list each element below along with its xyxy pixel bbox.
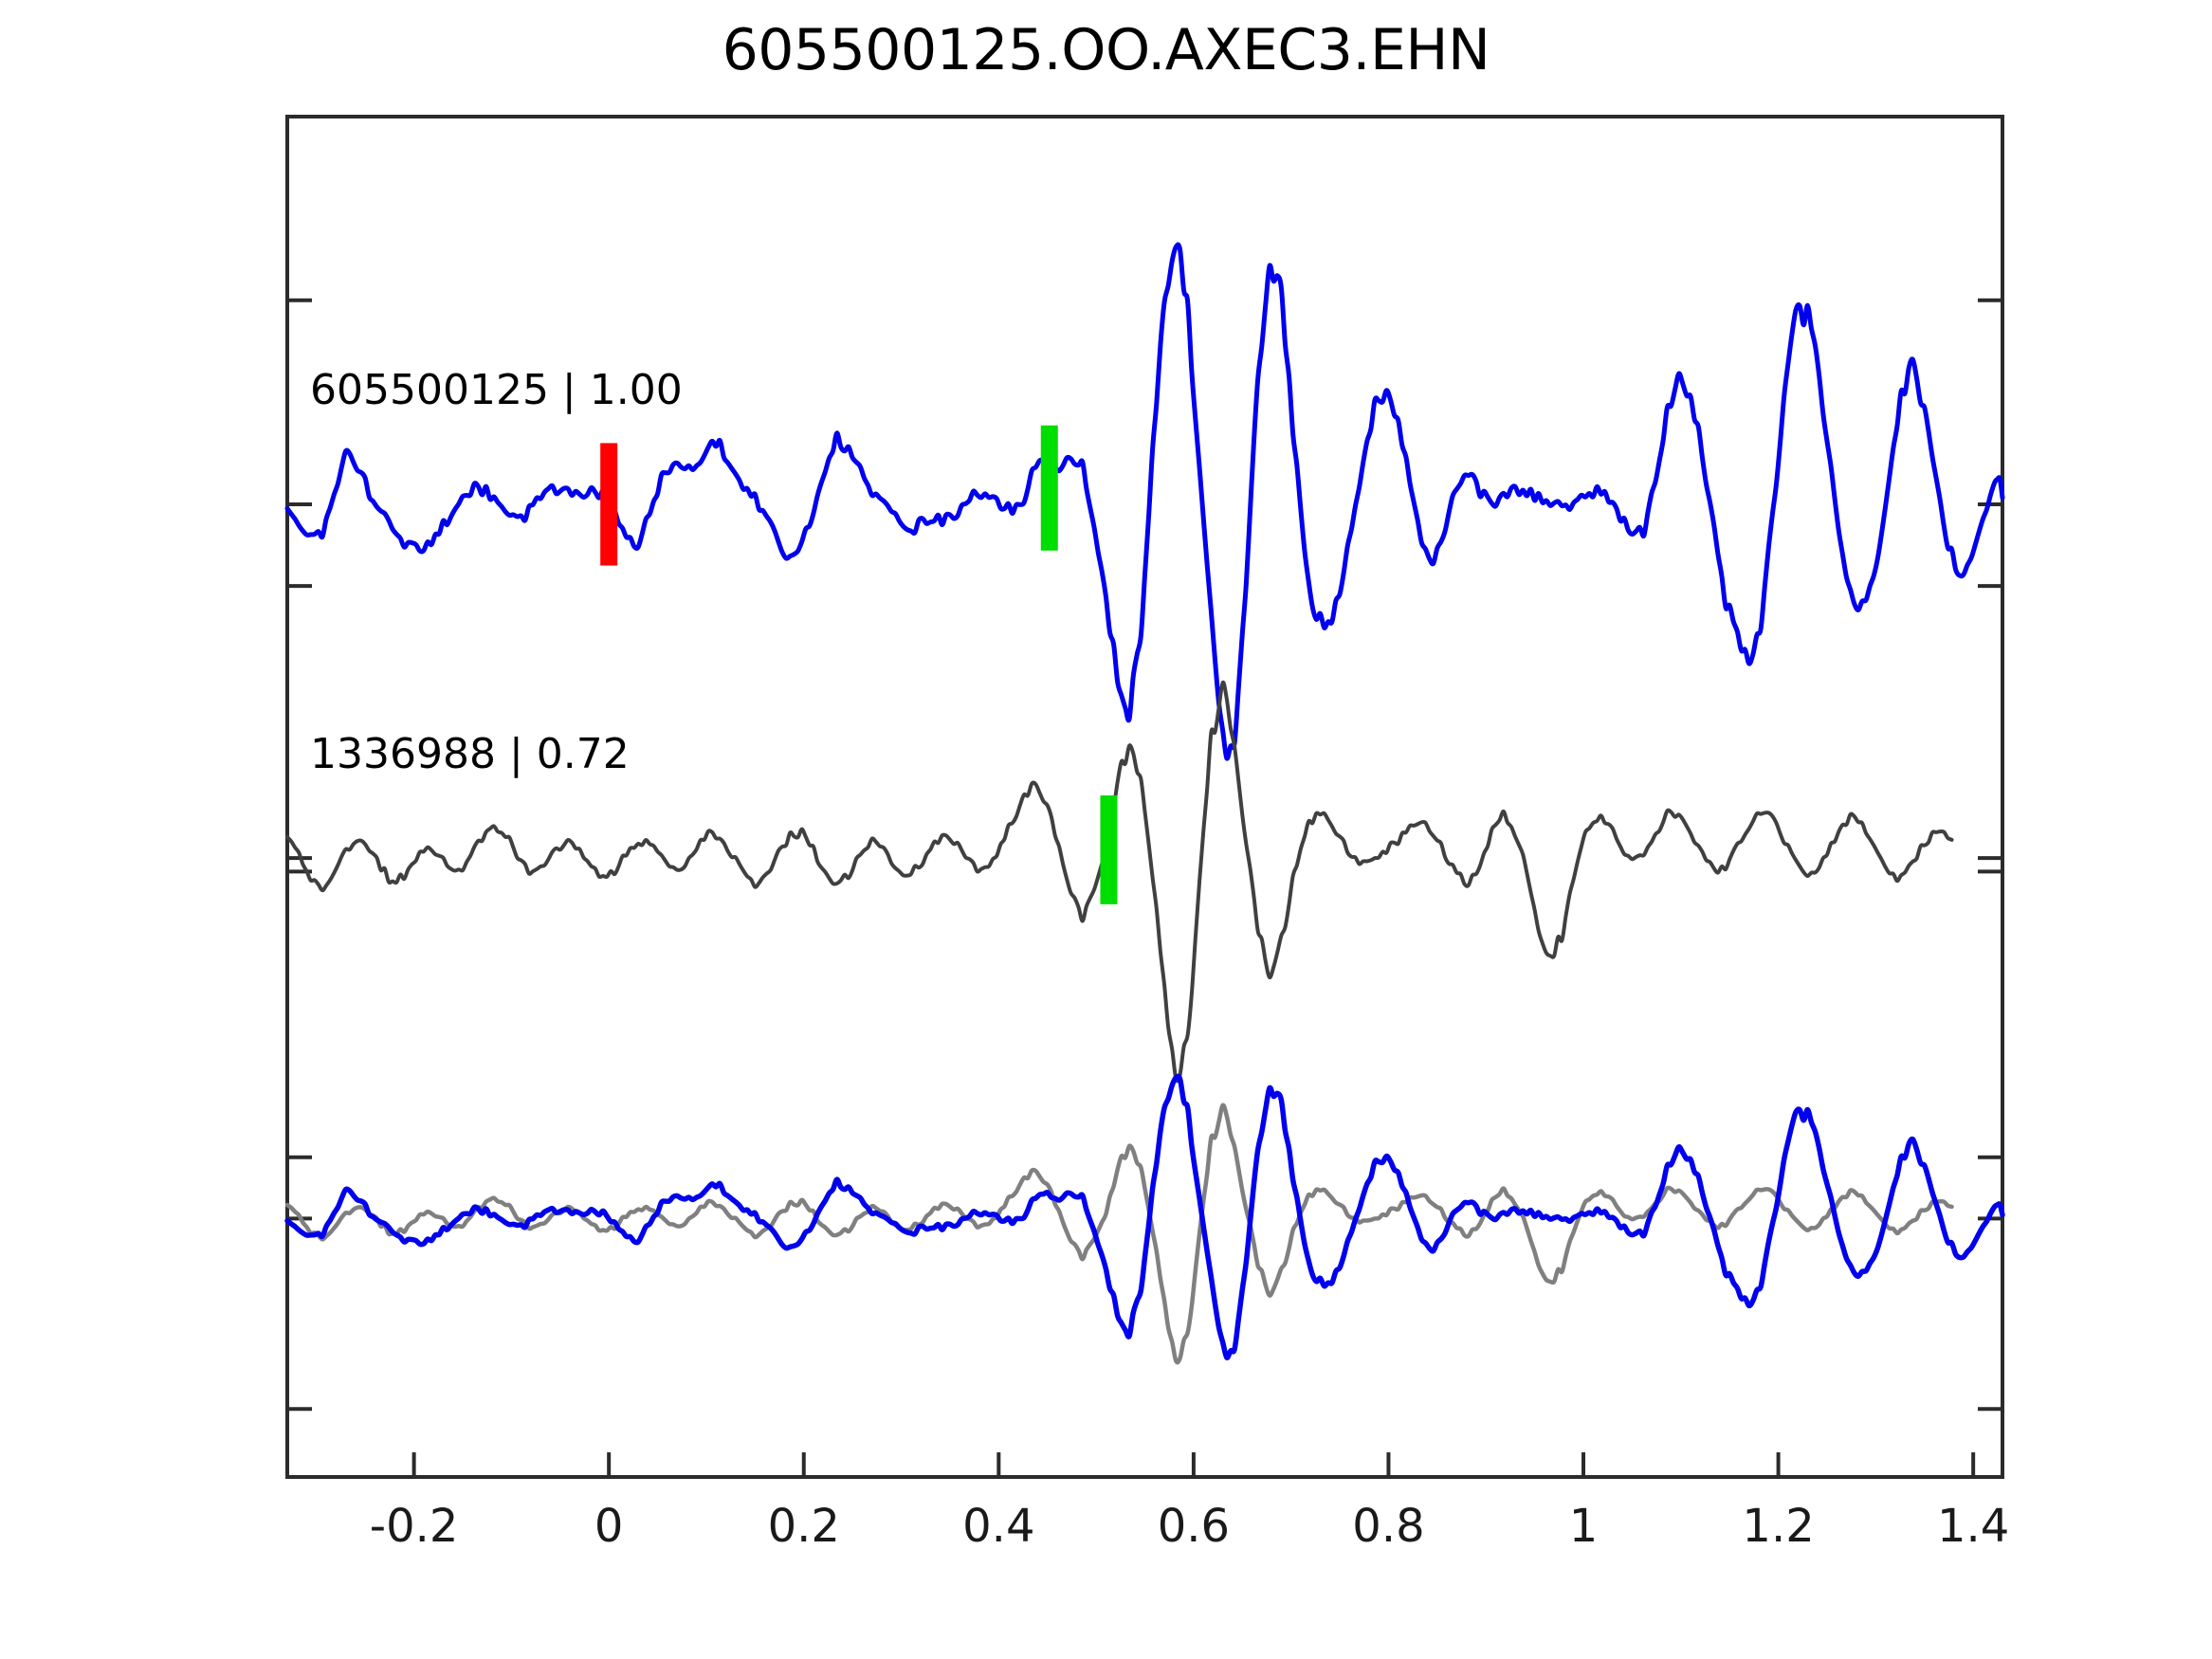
x-tick-label: 0.2 xyxy=(767,1500,840,1553)
green-pick-marker-template xyxy=(1100,795,1118,904)
x-tick-label: 0.8 xyxy=(1352,1500,1425,1553)
x-tick-label: -0.2 xyxy=(369,1500,459,1553)
x-tick-label: 1 xyxy=(1568,1500,1599,1553)
trace-label-template: 1336988 | 0.72 xyxy=(310,730,630,778)
green-pick-marker-event xyxy=(1040,425,1058,551)
x-tick-label: 0.6 xyxy=(1157,1500,1231,1553)
x-tick-label: 1.2 xyxy=(1742,1500,1815,1553)
x-tick-label: 1.4 xyxy=(1936,1500,2010,1553)
x-tick-label: 0 xyxy=(594,1500,624,1553)
phase-pick-markers xyxy=(600,425,1118,904)
waveform-path xyxy=(284,1073,2005,1360)
trace-label-event: 605500125 | 1.00 xyxy=(310,366,683,414)
x-tick-label: 0.4 xyxy=(962,1500,1035,1553)
page-title: 605500125.OO.AXEC3.EHN xyxy=(722,17,1490,83)
plot-frame xyxy=(285,115,2004,1479)
red-pick-marker xyxy=(600,443,618,566)
waveform-traces xyxy=(284,242,2005,1365)
waveform-path xyxy=(285,680,1954,1084)
waveform-path xyxy=(284,242,2005,761)
